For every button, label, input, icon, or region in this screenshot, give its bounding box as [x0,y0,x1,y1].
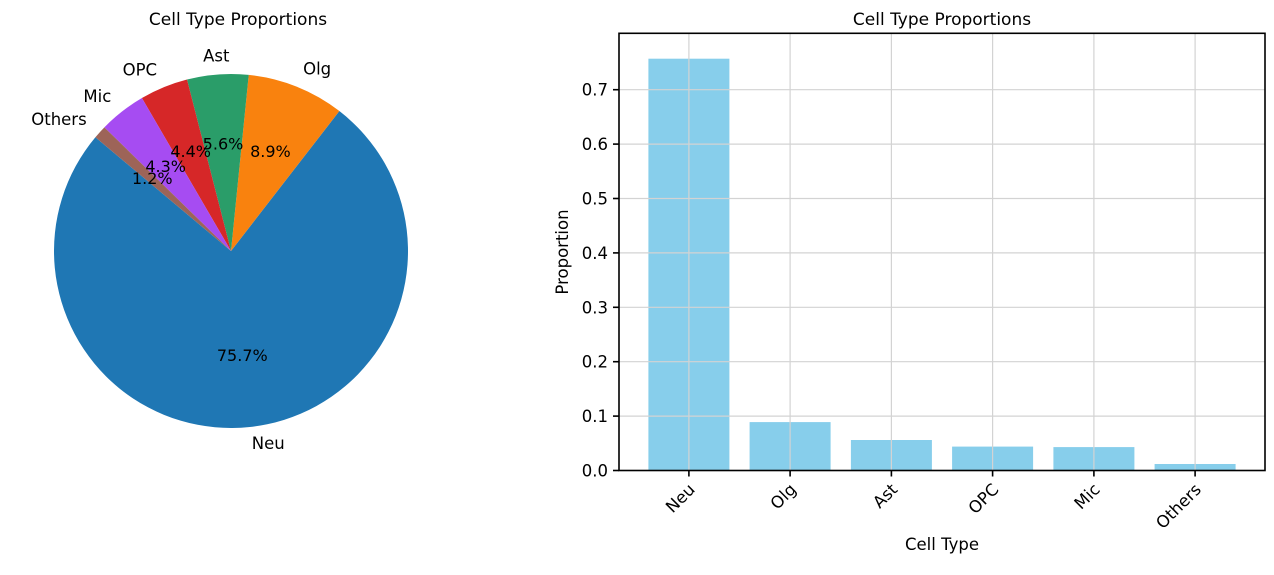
y-tick-label: 0.0 [582,462,608,481]
y-tick-label: 0.6 [582,135,608,154]
pie-pct-neu: 75.7% [217,346,268,365]
pie-slice-ast [187,74,249,251]
x-tick-label-opc: OPC [965,480,1003,518]
pie-pct-others: 1.2% [132,169,173,188]
bar-plot-area: 0.0 0.1 0.2 0.3 0.4 0.5 0.6 0.7 Neu Olg Ast OPC Mic O… [582,32,1266,533]
y-tick-label: 0.4 [582,244,608,263]
pie-slices [54,74,409,428]
pie-label-mic: Mic [83,87,111,106]
y-tick-label: 0.1 [582,407,608,426]
pie-slice-opc [141,79,231,251]
x-tick-label-neu: Neu [662,480,699,517]
x-tick-label-ast: Ast [869,480,901,512]
pie-pct-ast: 5.6% [203,135,244,154]
pie-slice-neu [54,111,409,428]
pie-title: Cell Type Proportions [149,10,327,30]
y-tick-label: 0.7 [582,81,608,100]
pie-slice-others [95,127,231,251]
pie-label-ast: Ast [203,46,230,65]
y-tick-label: 0.3 [582,298,608,317]
pie-labels: Neu 75.7% Olg 8.9% Ast 5.6% OPC 4.4% Mic 4.3% Othe… [31,46,331,453]
pie-label-others: Others [31,110,86,129]
pie-pct-mic: 4.3% [145,157,186,176]
pie-chart: Cell Type Proportions Neu 75.7% Olg 8.9% Ast… [31,10,409,453]
plot-frame [618,32,1266,472]
bar-ylabel: Proportion [553,209,572,294]
y-tick-label: 0.5 [582,190,608,209]
x-tick-label-olg: Olg [767,480,800,513]
bar-title: Cell Type Proportions [853,10,1031,30]
x-tick-label-others: Others [1152,480,1205,533]
pie-slice-olg [231,74,340,251]
pie-label-opc: OPC [123,60,157,79]
pie-pct-opc: 4.4% [170,142,211,161]
x-tick-label-mic: Mic [1071,480,1104,513]
bar-chart: Cell Type Proportions 0.0 0.1 0.2 0.3 0.4 0.5… [553,10,1266,554]
bar-xlabel: Cell Type [905,535,979,554]
pie-pct-olg: 8.9% [250,142,291,161]
y-tick-label: 0.2 [582,353,608,372]
pie-slice-mic [104,98,231,251]
pie-label-olg: Olg [303,60,331,79]
pie-label-neu: Neu [252,434,285,453]
